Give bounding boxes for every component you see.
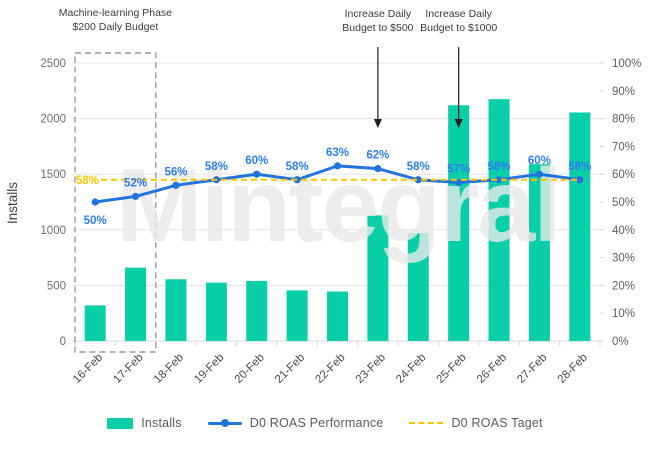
right-axis-tick-label: 80% (612, 114, 635, 126)
installs-bar (448, 105, 470, 341)
legend-item-d0-roas-target[interactable]: D0 ROAS Taget (409, 416, 543, 430)
right-axis-tick-label: 100% (612, 58, 641, 70)
budget-annotation-line1: Increase Daily (425, 8, 492, 20)
legend-item-d0-roas-performance[interactable]: D0 ROAS Performance (207, 416, 384, 430)
x-axis-date-label: 24-Feb (394, 352, 428, 386)
x-axis-date-label: 19-Feb (192, 352, 226, 386)
roas-point-label: 58% (205, 161, 228, 173)
chart-plot-area: 0 500 1000 1500 2000 2500 0% 10% 20% 30% 40% 50% 60%… (5, 7, 641, 386)
right-axis-tick-label: 40% (612, 225, 635, 237)
roas-point-label: 56% (164, 166, 187, 178)
ml-phase-annotation-line2: $200 Daily Budget (72, 21, 158, 33)
budget-annotation-line2: Budget to $1000 (420, 22, 497, 34)
x-axis-date-label: 26-Feb (475, 352, 509, 386)
roas-data-point (131, 192, 140, 201)
ml-phase-annotation-line1: Machine-learning Phase (59, 7, 172, 19)
roas-line-swatch-icon (207, 417, 242, 429)
roas-data-point (374, 165, 382, 173)
roas-point-label: 58% (286, 161, 309, 173)
x-axis-date-label: 17-Feb (111, 352, 145, 386)
right-axis-tick-label: 70% (612, 141, 635, 153)
roas-point-label: 60% (528, 155, 551, 167)
left-axis-title: Installs (5, 182, 20, 224)
roas-point-label: 58% (568, 161, 591, 173)
roas-data-point (172, 181, 180, 189)
roas-point-label: 58% (407, 161, 430, 173)
x-axis-date-label: 23-Feb (354, 352, 388, 386)
right-axis-tick-label: 10% (612, 308, 635, 320)
installs-bar (407, 233, 429, 341)
installs-bar (286, 290, 308, 341)
installs-bar (205, 282, 227, 341)
installs-bar (84, 305, 106, 341)
legend-item-installs[interactable]: Installs (107, 416, 182, 430)
roas-data-point (293, 176, 301, 184)
roas-point-label: 58% (488, 161, 511, 173)
x-axis-date-label: 20-Feb (233, 352, 267, 386)
annotation-arrow-head-icon (454, 119, 463, 128)
installs-bar (528, 164, 550, 341)
left-axis-tick-label: 500 (47, 280, 66, 292)
left-axis-tick-label: 2500 (40, 58, 66, 70)
x-axis-date-label: 25-Feb (435, 352, 469, 386)
left-axis-tick-label: 1500 (40, 169, 66, 181)
left-axis-tick-label: 0 (60, 336, 66, 348)
right-axis-tick-label: 0% (612, 336, 629, 348)
roas-point-label: 63% (326, 147, 349, 159)
legend-label-d0-roas-performance: D0 ROAS Performance (249, 416, 384, 430)
roas-data-point (333, 162, 342, 170)
x-axis-date-label: 27-Feb (515, 352, 549, 386)
roas-point-label: 62% (366, 150, 389, 162)
roas-data-point (576, 176, 584, 184)
roas-data-point (535, 170, 544, 178)
installs-bar (327, 291, 348, 341)
installs-bar (165, 279, 187, 341)
right-axis-tick-label: 60% (612, 169, 635, 181)
roas-point-label: 57% (447, 164, 470, 176)
left-axis-tick-label: 2000 (40, 114, 66, 126)
x-axis-date-label: 28-Feb (556, 352, 590, 386)
ml-phase-box (74, 52, 157, 353)
right-axis-tick-label: 50% (612, 197, 635, 209)
legend: Installs D0 ROAS Performance D0 ROAS Tag… (0, 403, 650, 443)
installs-bar-swatch-icon (107, 417, 134, 429)
x-axis-date-label: 18-Feb (152, 352, 186, 386)
x-axis-date-label: 22-Feb (313, 352, 347, 386)
legend-label-d0-roas-target: D0 ROAS Taget (451, 416, 543, 430)
right-axis-tick-label: 30% (612, 253, 635, 265)
roas-target-dash-swatch-icon (409, 422, 444, 424)
installs-bar (569, 112, 591, 341)
roas-target-value-label: 58% (76, 175, 99, 187)
installs-bar (367, 215, 389, 341)
roas-data-point (414, 176, 422, 184)
annotation-arrow-head-icon (373, 119, 382, 128)
roas-data-point (91, 198, 99, 206)
left-axis-tick-label: 1000 (40, 225, 66, 237)
roas-point-label: 50% (84, 215, 107, 227)
installs-bar (125, 267, 147, 341)
right-axis-tick-label: 20% (612, 280, 635, 292)
roas-point-label: 60% (245, 155, 268, 167)
installs-bar (246, 280, 268, 341)
legend-label-installs: Installs (141, 416, 182, 430)
roas-data-point (495, 176, 503, 184)
roas-line-swatch-dot (220, 419, 229, 427)
budget-annotation-line2: Budget to $500 (342, 22, 413, 34)
roas-point-label: 52% (124, 177, 147, 189)
roas-data-point (253, 170, 261, 178)
budget-annotation-line1: Increase Daily (345, 8, 412, 20)
right-axis-tick-label: 90% (612, 86, 635, 98)
x-axis-date-label: 16-Feb (71, 352, 105, 386)
installs-bar (488, 99, 510, 341)
x-axis-date-label: 21-Feb (273, 352, 307, 386)
